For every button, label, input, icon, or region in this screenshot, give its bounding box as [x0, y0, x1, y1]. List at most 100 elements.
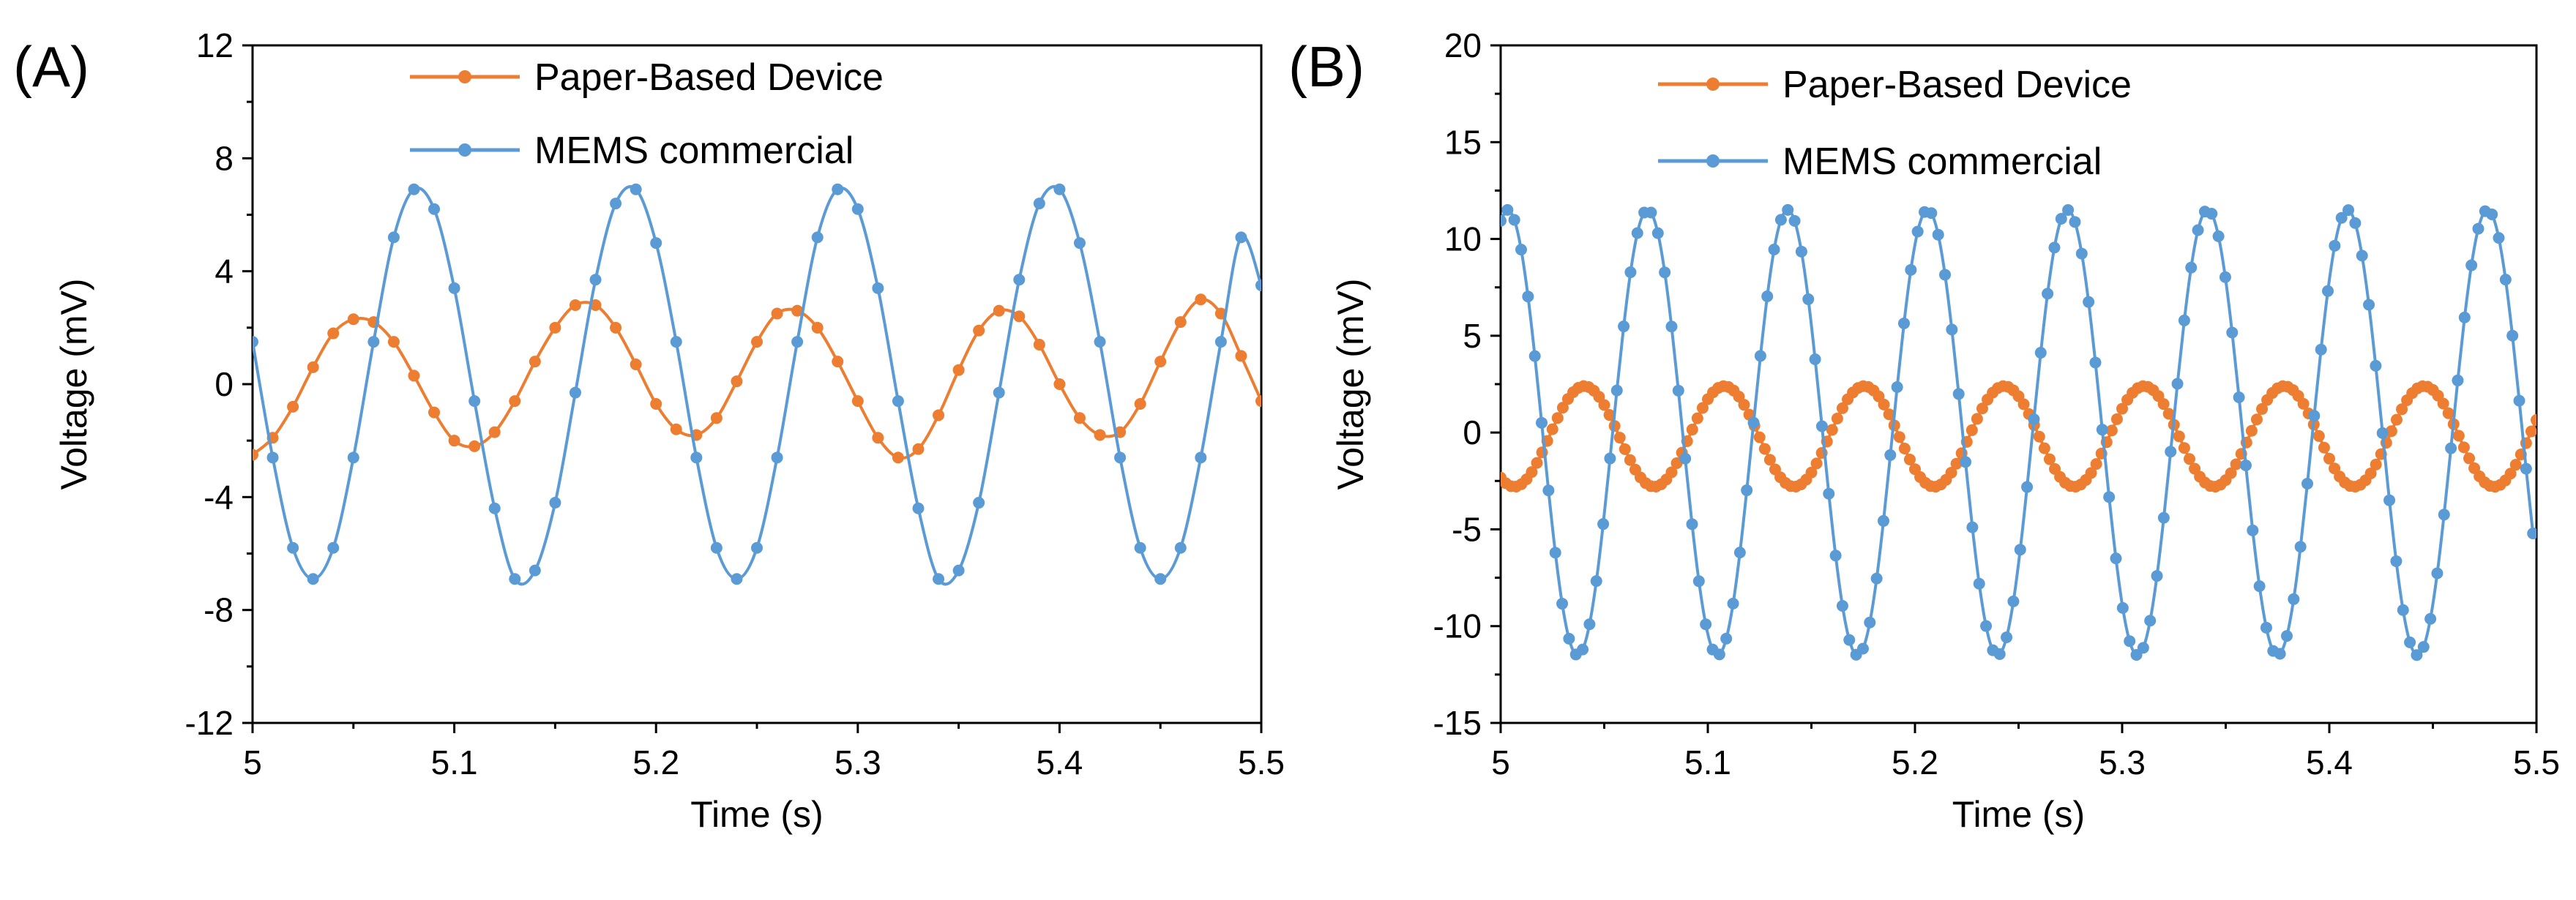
- data-point-paper-based-device: [872, 432, 884, 444]
- data-point-mems-commercial: [710, 541, 723, 554]
- data-point-mems-commercial: [1774, 214, 1787, 226]
- y-tick-label: 5: [1463, 317, 1482, 355]
- data-point-mems-commercial: [1952, 388, 1965, 400]
- plot-area: [253, 183, 1261, 586]
- data-point-mems-commercial: [933, 573, 945, 585]
- data-point-paper-based-device: [650, 398, 662, 410]
- data-point-mems-commercial: [2001, 631, 2013, 644]
- data-point-mems-commercial: [2260, 621, 2272, 634]
- data-point-paper-based-device: [1603, 409, 1616, 421]
- data-point-mems-commercial: [2363, 299, 2375, 311]
- data-point-paper-based-device: [1073, 412, 1086, 424]
- data-point-mems-commercial: [2007, 595, 2020, 607]
- data-point-mems-commercial: [1659, 266, 1671, 279]
- data-point-paper-based-device: [1831, 413, 1843, 425]
- data-point-paper-based-device: [327, 327, 340, 340]
- data-point-paper-based-device: [1976, 402, 1988, 415]
- data-point-mems-commercial: [387, 231, 400, 244]
- data-point-paper-based-device: [2396, 403, 2408, 416]
- data-point-mems-commercial: [2048, 241, 2061, 254]
- data-point-paper-based-device: [2225, 467, 2237, 479]
- data-point-mems-commercial: [1536, 416, 1548, 429]
- data-point-mems-commercial: [1522, 290, 1534, 303]
- data-point-mems-commercial: [1713, 648, 1725, 661]
- plot-area: [1501, 203, 2536, 661]
- data-point-paper-based-device: [1810, 457, 1823, 470]
- data-point-paper-based-device: [2183, 453, 2195, 465]
- x-tick-label: 5.5: [1238, 743, 1285, 781]
- data-point-mems-commercial: [2021, 481, 2034, 493]
- data-point-mems-commercial: [2083, 296, 2095, 308]
- data-point-mems-commercial: [1672, 384, 1684, 397]
- data-point-mems-commercial: [1501, 203, 1514, 216]
- data-point-mems-commercial: [1114, 451, 1127, 464]
- data-point-mems-commercial: [2075, 247, 2088, 260]
- data-point-mems-commercial: [2069, 216, 2081, 228]
- data-point-mems-commercial: [1134, 541, 1146, 554]
- data-point-paper-based-device: [1598, 399, 1610, 411]
- data-point-mems-commercial: [2151, 570, 2163, 582]
- data-point-mems-commercial: [1174, 541, 1187, 554]
- x-tick-label: 5.3: [2099, 743, 2146, 781]
- data-point-paper-based-device: [2452, 430, 2465, 442]
- data-point-paper-based-device: [2390, 413, 2403, 426]
- data-point-paper-based-device: [630, 358, 642, 370]
- data-point-paper-based-device: [2525, 425, 2536, 438]
- legend-marker-paper-based-device: [458, 70, 471, 83]
- data-point-paper-based-device: [2250, 413, 2263, 426]
- data-point-mems-commercial: [2397, 604, 2409, 616]
- legend-marker-mems-commercial: [1706, 154, 1720, 168]
- data-point-mems-commercial: [1610, 384, 1623, 397]
- data-point-mems-commercial: [2349, 217, 2362, 229]
- data-point-mems-commercial: [1033, 198, 1045, 210]
- data-point-mems-commercial: [1761, 290, 1774, 303]
- data-point-mems-commercial: [2288, 593, 2300, 605]
- data-point-mems-commercial: [731, 573, 743, 585]
- data-point-mems-commercial: [307, 573, 319, 585]
- data-point-mems-commercial: [1939, 269, 1952, 281]
- data-point-paper-based-device: [791, 304, 804, 317]
- chart-panel-b: (B) -15 -10 -5 0 5 10 15 20 5 5.1 5.2 5.3 5.4 5.5 Time …: [1288, 26, 2560, 835]
- x-tick-label: 5.3: [835, 743, 881, 781]
- data-point-mems-commercial: [2206, 208, 2218, 220]
- data-point-paper-based-device: [1174, 316, 1187, 329]
- data-point-paper-based-device: [2256, 402, 2269, 415]
- data-point-paper-based-device: [1013, 310, 1026, 323]
- data-point-mems-commercial: [2335, 211, 2348, 224]
- data-point-paper-based-device: [1551, 412, 1564, 424]
- data-point-mems-commercial: [1235, 231, 1247, 244]
- data-point-mems-commercial: [266, 451, 279, 464]
- data-point-mems-commercial: [1870, 572, 1883, 585]
- data-point-mems-commercial: [2301, 478, 2313, 490]
- data-point-mems-commercial: [1692, 575, 1705, 588]
- data-point-mems-commercial: [2253, 580, 2266, 593]
- data-point-mems-commercial: [1508, 214, 1520, 226]
- data-point-mems-commercial: [1856, 642, 1869, 655]
- data-point-mems-commercial: [428, 203, 441, 215]
- data-point-paper-based-device: [529, 356, 541, 368]
- data-point-mems-commercial: [1782, 203, 1794, 216]
- data-point-mems-commercial: [2247, 524, 2259, 536]
- data-point-mems-commercial: [851, 203, 864, 215]
- data-point-paper-based-device: [952, 364, 965, 376]
- data-point-paper-based-device: [610, 321, 622, 334]
- data-point-mems-commercial: [1700, 618, 1712, 631]
- data-point-mems-commercial: [2465, 259, 2478, 271]
- data-point-mems-commercial: [1556, 598, 1569, 610]
- data-point-mems-commercial: [2034, 347, 2047, 359]
- data-point-mems-commercial: [2417, 641, 2430, 653]
- y-tick-label: -15: [1433, 704, 1482, 742]
- data-point-paper-based-device: [1893, 431, 1905, 443]
- data-point-paper-based-device: [1903, 453, 1916, 465]
- data-point-paper-based-device: [2323, 452, 2335, 465]
- data-point-mems-commercial: [347, 451, 359, 464]
- data-point-mems-commercial: [2472, 222, 2484, 235]
- data-point-mems-commercial: [589, 274, 602, 286]
- data-point-mems-commercial: [1013, 274, 1026, 286]
- data-point-mems-commercial: [569, 386, 581, 399]
- data-point-mems-commercial: [1877, 514, 1889, 527]
- data-point-paper-based-device: [2043, 453, 2056, 465]
- data-point-paper-based-device: [2245, 424, 2258, 437]
- data-point-paper-based-device: [771, 307, 783, 320]
